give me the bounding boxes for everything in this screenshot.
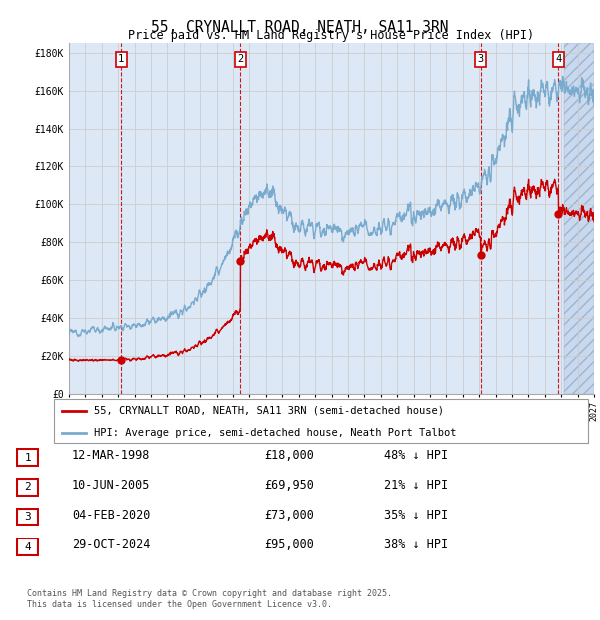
Text: 21% ↓ HPI: 21% ↓ HPI — [384, 479, 448, 492]
Text: £69,950: £69,950 — [264, 479, 314, 492]
Text: 1: 1 — [24, 453, 31, 463]
Text: 48% ↓ HPI: 48% ↓ HPI — [384, 450, 448, 462]
Bar — [564, 43, 594, 394]
Text: 4: 4 — [555, 54, 562, 64]
Text: 1: 1 — [118, 54, 124, 64]
FancyBboxPatch shape — [17, 538, 38, 556]
Title: Price paid vs. HM Land Registry's House Price Index (HPI): Price paid vs. HM Land Registry's House … — [128, 29, 535, 42]
Text: Contains HM Land Registry data © Crown copyright and database right 2025.
This d: Contains HM Land Registry data © Crown c… — [27, 590, 392, 609]
Text: 35% ↓ HPI: 35% ↓ HPI — [384, 509, 448, 521]
FancyBboxPatch shape — [54, 399, 588, 443]
Text: £73,000: £73,000 — [264, 509, 314, 521]
FancyBboxPatch shape — [17, 508, 38, 525]
Text: 10-JUN-2005: 10-JUN-2005 — [72, 479, 151, 492]
Text: 04-FEB-2020: 04-FEB-2020 — [72, 509, 151, 521]
Text: £18,000: £18,000 — [264, 450, 314, 462]
Text: 2: 2 — [237, 54, 244, 64]
Text: HPI: Average price, semi-detached house, Neath Port Talbot: HPI: Average price, semi-detached house,… — [94, 428, 457, 438]
Text: 3: 3 — [24, 512, 31, 522]
Text: 55, CRYNALLT ROAD, NEATH, SA11 3RN: 55, CRYNALLT ROAD, NEATH, SA11 3RN — [151, 20, 449, 35]
Text: 2: 2 — [24, 482, 31, 492]
Text: 38% ↓ HPI: 38% ↓ HPI — [384, 539, 448, 551]
Text: 12-MAR-1998: 12-MAR-1998 — [72, 450, 151, 462]
FancyBboxPatch shape — [17, 479, 38, 496]
Bar — [564, 43, 594, 394]
Text: £95,000: £95,000 — [264, 539, 314, 551]
Text: 3: 3 — [478, 54, 484, 64]
Text: 29-OCT-2024: 29-OCT-2024 — [72, 539, 151, 551]
Text: 4: 4 — [24, 542, 31, 552]
FancyBboxPatch shape — [17, 449, 38, 466]
Text: 55, CRYNALLT ROAD, NEATH, SA11 3RN (semi-detached house): 55, CRYNALLT ROAD, NEATH, SA11 3RN (semi… — [94, 405, 444, 416]
